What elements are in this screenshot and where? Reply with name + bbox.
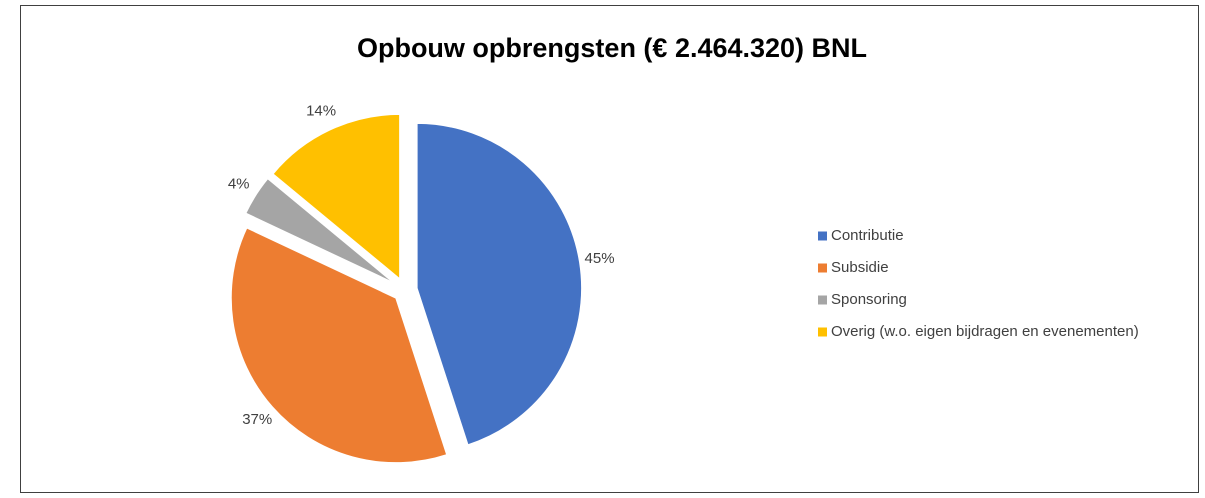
legend-swatch (818, 231, 827, 241)
chart-title: Opbouw opbrengsten (€ 2.464.320) BNL (357, 33, 867, 63)
data-label: 37% (242, 411, 272, 428)
chart-border (20, 5, 1199, 493)
legend-label: Overig (w.o. eigen bijdragen en evenemen… (831, 323, 1139, 340)
data-label: 45% (585, 250, 615, 267)
legend-label: Subsidie (831, 259, 889, 276)
pie-slice (230, 226, 448, 464)
legend-swatch (818, 263, 827, 273)
legend-swatch (818, 327, 827, 337)
data-label: 14% (306, 103, 336, 120)
legend-label: Sponsoring (831, 291, 907, 308)
legend-swatch (818, 295, 827, 305)
pie-slice (416, 122, 583, 446)
data-label: 4% (228, 175, 250, 192)
pie-slice (271, 113, 401, 281)
legend-label: Contributie (831, 227, 904, 244)
pie-slice (244, 177, 396, 285)
